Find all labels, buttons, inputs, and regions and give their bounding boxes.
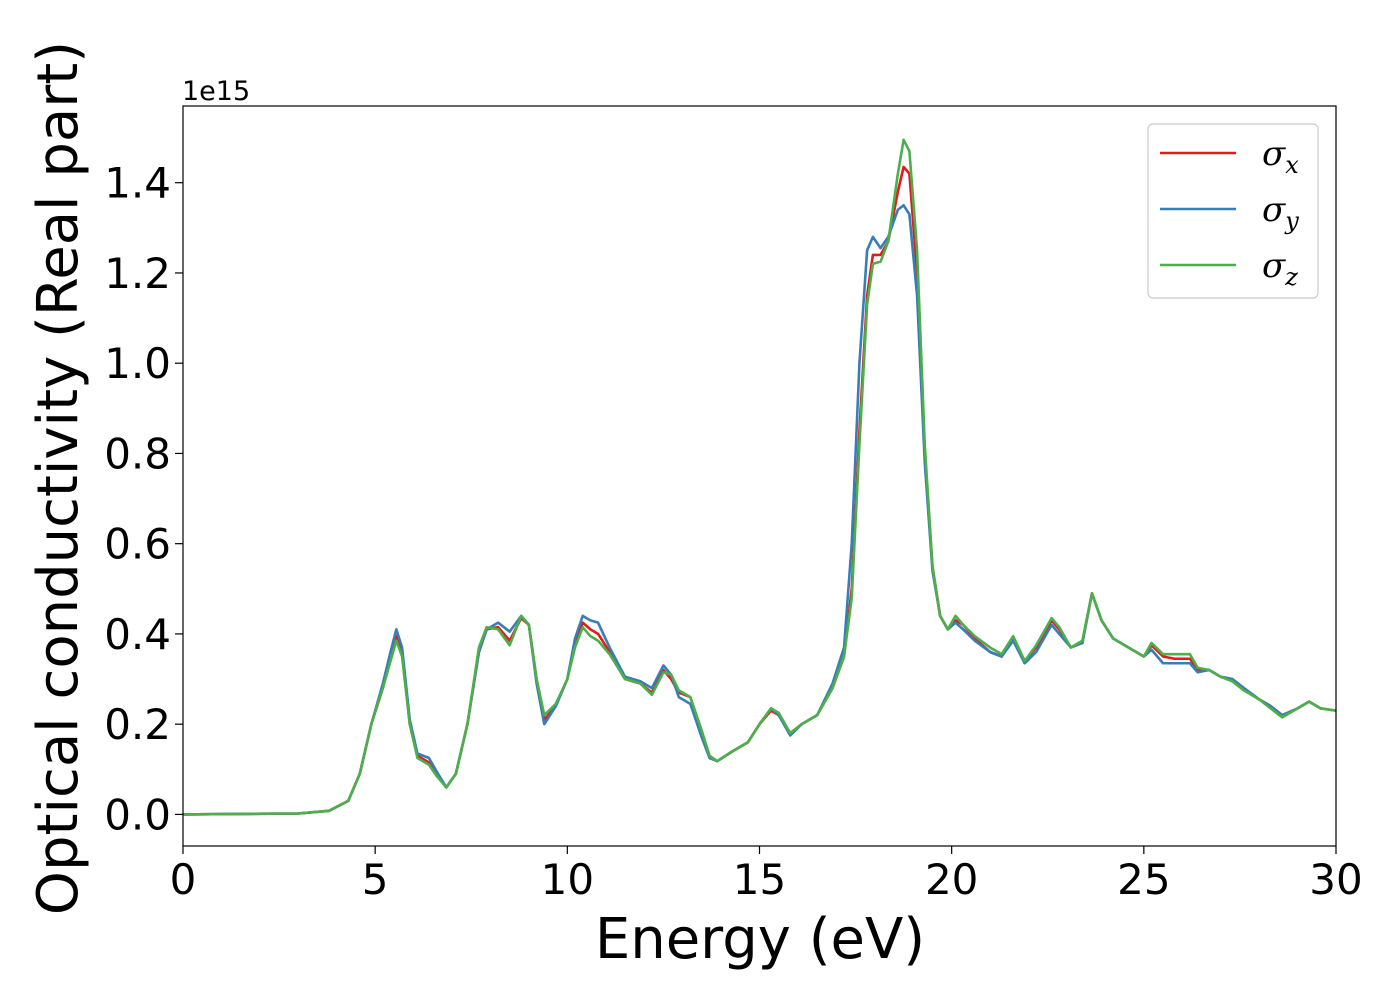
- x-tick-label: 10: [541, 855, 594, 904]
- legend-label-y: σy: [1262, 190, 1299, 235]
- series-layer: [183, 138, 1336, 816]
- x-tick-label: 0: [170, 855, 197, 904]
- y-tick-label: 0.2: [104, 700, 171, 749]
- x-tick-label: 30: [1309, 855, 1362, 904]
- y-tick-label: 0.6: [104, 520, 171, 569]
- x-tick-label: 25: [1117, 855, 1170, 904]
- y-axis-title: Optical conductivity (Real part): [26, 41, 91, 915]
- x-axis-title: Energy (eV): [595, 907, 925, 972]
- series-line-z: [183, 138, 1336, 816]
- y-offset-label: 1e15: [182, 76, 250, 107]
- x-tick-label: 5: [362, 855, 389, 904]
- x-tick-label: 15: [733, 855, 786, 904]
- legend-label-x: σx: [1262, 134, 1299, 179]
- legend-box: [1147, 123, 1319, 299]
- y-tick-label: 1.4: [104, 159, 171, 208]
- x-tick-label: 20: [925, 855, 978, 904]
- y-tick-label: 1.0: [104, 339, 171, 388]
- y-tick-label: 0.8: [104, 429, 171, 478]
- y-tick-label: 0.4: [104, 610, 171, 659]
- legend: σx σy σz: [1147, 123, 1319, 299]
- x-axis: 0 5 10 15 20 25 30: [170, 846, 1363, 904]
- legend-label-z: σz: [1262, 246, 1298, 291]
- y-tick-label: 1.2: [104, 249, 171, 298]
- y-axis: 0.0 0.2 0.4 0.6 0.8 1.0 1.2 1.4: [104, 159, 183, 839]
- y-tick-label: 0.0: [104, 790, 171, 839]
